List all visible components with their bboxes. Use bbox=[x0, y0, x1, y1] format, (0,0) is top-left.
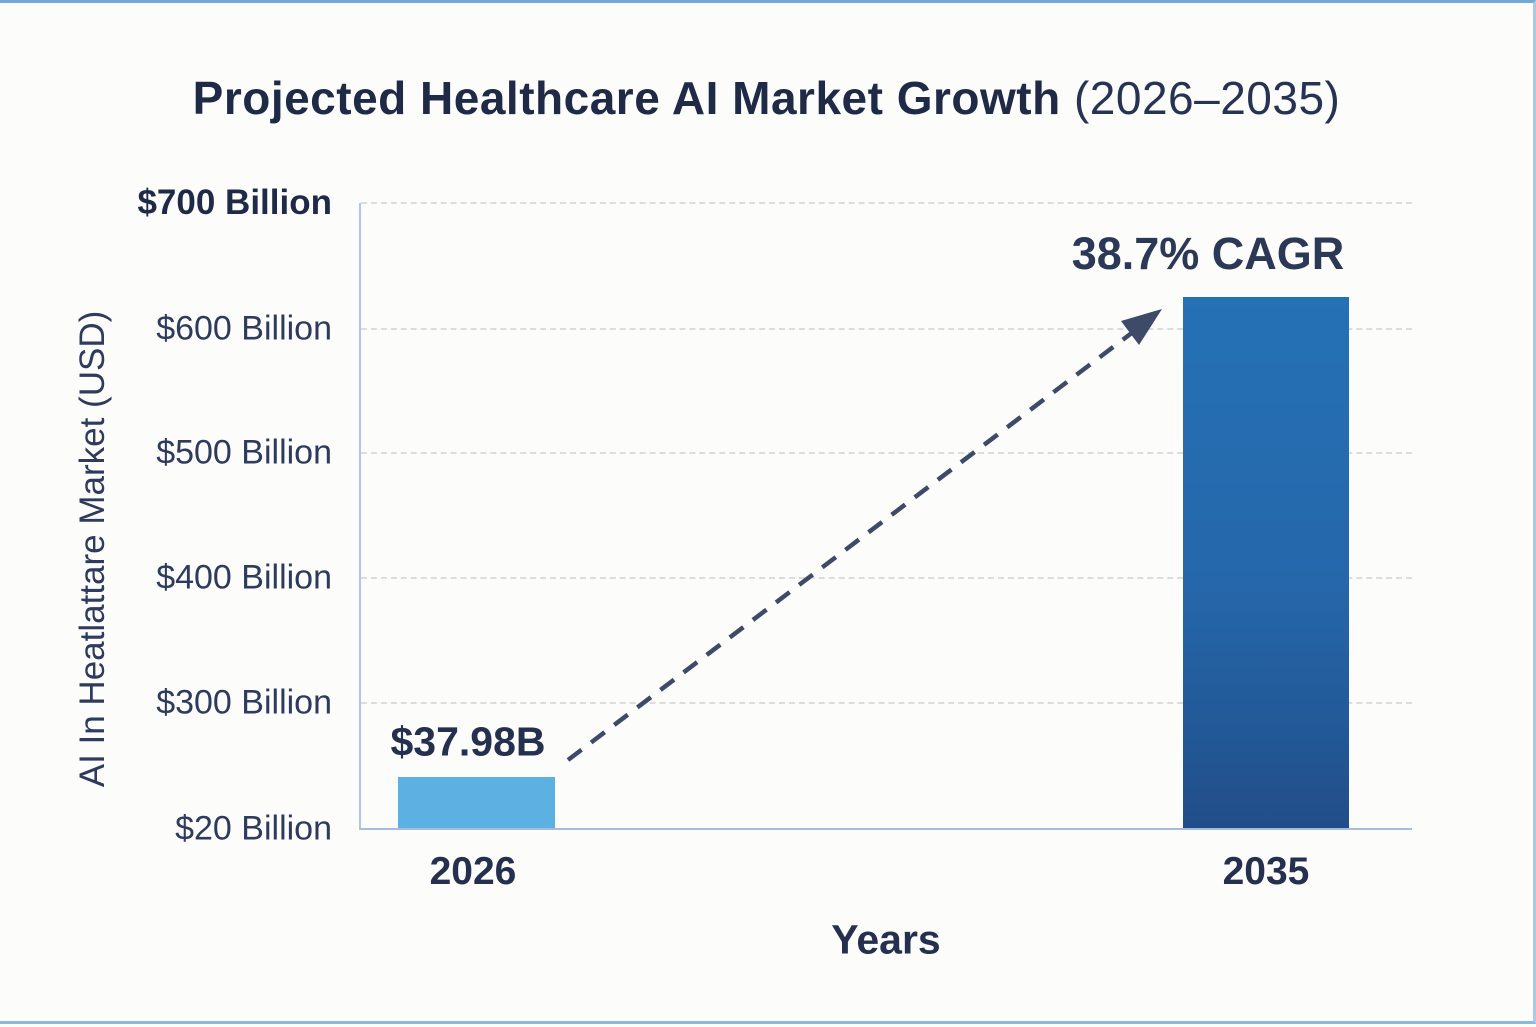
chart-title-period: (2026–2035) bbox=[1073, 72, 1341, 124]
x-tick-2026: 2026 bbox=[429, 850, 517, 893]
x-axis-title: Years bbox=[831, 916, 941, 963]
y-tick-600b: $600 Billion bbox=[156, 309, 332, 348]
y-tick-700b: $700 Billion bbox=[137, 183, 332, 222]
bar-2026 bbox=[398, 777, 555, 828]
gridline-700b bbox=[361, 202, 1412, 204]
y-tick-300b: $300 Billion bbox=[156, 683, 332, 722]
bar-2035 bbox=[1183, 297, 1349, 828]
chart-title-main: Projected Healthcare AI Market Growth bbox=[192, 72, 1061, 124]
y-tick-20b: $20 Billion bbox=[175, 809, 332, 848]
gridline-600b bbox=[361, 328, 1412, 330]
y-tick-400b: $400 Billion bbox=[156, 558, 332, 597]
y-tick-500b: $500 Billion bbox=[156, 433, 332, 472]
chart-title: Projected Healthcare AI Market Growth (2… bbox=[0, 71, 1533, 125]
bar-2026-value-label: $37.98B bbox=[390, 718, 546, 765]
x-tick-2035: 2035 bbox=[1222, 850, 1310, 893]
cagr-label: 38.7% CAGR bbox=[1071, 228, 1345, 279]
